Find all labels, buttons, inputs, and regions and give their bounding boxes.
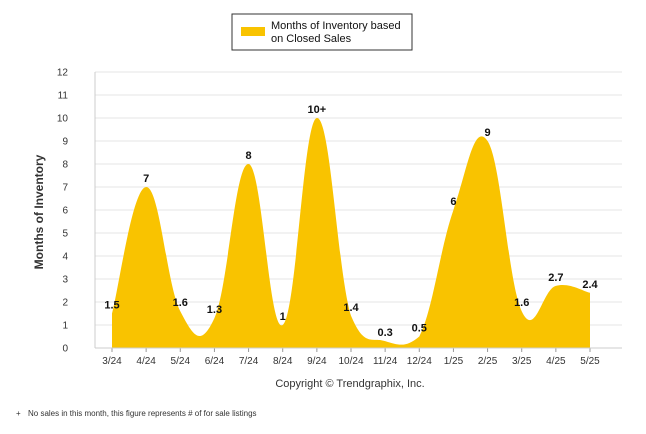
- data-label: 6: [450, 196, 456, 208]
- x-tick-label: 8/24: [273, 356, 293, 367]
- x-tick-label: 2/25: [478, 356, 498, 367]
- x-tick-label: 7/24: [239, 356, 259, 367]
- y-tick-label: 6: [62, 206, 68, 217]
- data-label: 1.6: [173, 297, 188, 309]
- x-tick-label: 11/24: [373, 356, 398, 367]
- y-tick-label: 0: [62, 344, 68, 355]
- data-label: 0.5: [412, 323, 427, 335]
- x-tick-label: 1/25: [444, 356, 464, 367]
- data-label: 1.3: [207, 304, 222, 316]
- y-tick-label: 12: [57, 68, 69, 79]
- legend: Months of Inventory based on Closed Sale…: [231, 13, 413, 51]
- area-layer: [112, 117, 590, 348]
- x-tick-label: 4/25: [546, 356, 566, 367]
- data-label: 1.5: [104, 300, 119, 312]
- data-label: 9: [485, 127, 491, 139]
- y-tick-label: 2: [62, 298, 68, 309]
- x-tick-label: 6/24: [205, 356, 225, 367]
- data-label: 2.7: [548, 272, 563, 284]
- label-layer: 1.5 7 1.6 1.3 8 1 10+ 1.4 0.3 0.5 6 9 1.6 2.7 2.4: [104, 104, 598, 339]
- x-tick-label: 10/24: [338, 356, 363, 367]
- copyright-text: Copyright © Trendgraphix, Inc.: [275, 378, 424, 390]
- data-label: 0.3: [377, 327, 392, 339]
- x-tick-label: 5/24: [171, 356, 191, 367]
- x-tick-label: 3/25: [512, 356, 532, 367]
- data-label: 1: [280, 311, 286, 323]
- y-tick-label: 8: [62, 160, 68, 171]
- footnote-marker: +: [16, 409, 21, 418]
- legend-label-line1: Months of Inventory based: [271, 20, 401, 32]
- y-tick-label: 11: [58, 91, 69, 102]
- data-label: 1.6: [514, 297, 529, 309]
- x-tick-label: 3/24: [102, 356, 122, 367]
- y-tick-label: 1: [62, 321, 68, 332]
- y-tick-label: 10: [57, 114, 69, 125]
- area-series: [112, 117, 590, 348]
- x-tick-label: 4/24: [136, 356, 156, 367]
- y-axis-label: Months of Inventory: [32, 154, 46, 269]
- legend-swatch: [241, 27, 265, 36]
- y-tick-label: 9: [62, 137, 68, 148]
- y-tick-label: 5: [62, 229, 68, 240]
- data-label: 10+: [308, 104, 327, 116]
- data-label: 2.4: [582, 279, 598, 291]
- x-tick-label: 12/24: [407, 356, 432, 367]
- data-label: 8: [246, 150, 252, 162]
- x-tick-label: 9/24: [307, 356, 327, 367]
- x-tick-label: 5/25: [580, 356, 600, 367]
- y-tick-label: 4: [62, 252, 68, 263]
- data-label: 7: [143, 173, 149, 185]
- y-tick-label: 7: [62, 183, 68, 194]
- data-label: 1.4: [343, 302, 359, 314]
- footnote-text: No sales in this month, this figure repr…: [28, 409, 257, 418]
- legend-label-line2: on Closed Sales: [271, 33, 352, 45]
- y-tick-label: 3: [62, 275, 68, 286]
